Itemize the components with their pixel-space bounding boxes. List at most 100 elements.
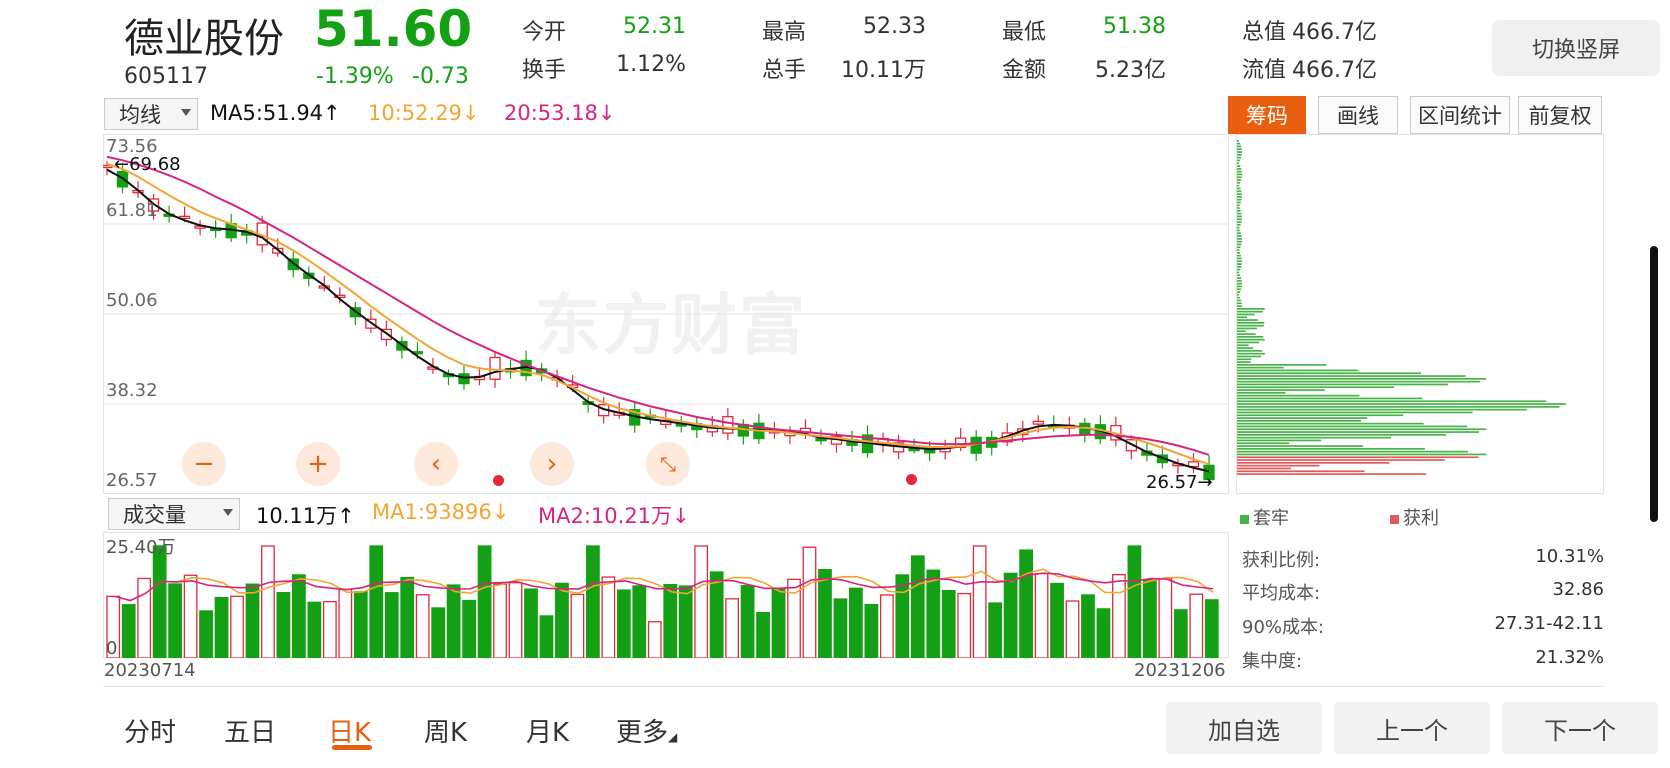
chevron-down-icon (181, 109, 191, 116)
active-tab-indicator (332, 745, 372, 750)
tab-chips[interactable]: 筹码 (1228, 96, 1306, 134)
chip-bar-profit (1237, 464, 1320, 467)
tab-weekly-k[interactable]: 周K (424, 718, 468, 748)
chip-bar-trapped (1237, 196, 1242, 198)
zoom-in-button[interactable]: + (296, 442, 340, 486)
chip-bar-trapped (1237, 369, 1358, 372)
chip-bar-trapped (1237, 453, 1487, 456)
tab-intraday[interactable]: 分时 (124, 718, 177, 748)
volume-select-label: 成交量 (123, 503, 186, 527)
volume-bar (756, 612, 770, 658)
stock-name: 德业股份 (124, 16, 284, 62)
chip-bar-trapped (1237, 142, 1241, 145)
chip-bar-trapped (1237, 361, 1251, 363)
volume-bar (1050, 582, 1064, 658)
chip-bar-trapped (1237, 159, 1241, 162)
volume-bar (787, 578, 801, 658)
volume-bar (1096, 608, 1111, 658)
pan-right-button[interactable]: › (530, 442, 574, 486)
volume-bar (1034, 572, 1049, 658)
stat-amount-value: 5.23亿 (1095, 58, 1166, 83)
indicator-select-label: 均线 (119, 103, 161, 127)
tab-forward-adjust[interactable]: 前复权 (1518, 96, 1602, 134)
previous-button[interactable]: 上一个 (1334, 702, 1490, 754)
chip-stat-label: 获利比例: (1242, 550, 1321, 571)
tab-range-stats[interactable]: 区间统计 (1410, 96, 1510, 134)
volume-chart (106, 545, 1219, 658)
ma2-value: MA2:10.21万 (538, 504, 673, 528)
scrollbar[interactable] (1650, 246, 1658, 522)
chip-distribution (1237, 140, 1567, 475)
ma1-readout: MA1:93896↓ (372, 500, 509, 524)
event-dot[interactable] (493, 475, 504, 486)
triangle-icon: ◢ (668, 730, 678, 744)
tab-more[interactable]: 更多◢ (616, 712, 677, 749)
change-amount: -0.73 (412, 64, 469, 89)
chip-bar-trapped (1237, 243, 1242, 246)
volume-bar (245, 583, 260, 658)
stat-total-cap-value: 466.7亿 (1292, 20, 1377, 45)
chip-stat-label: 平均成本: (1242, 583, 1321, 604)
chip-bar-trapped (1237, 436, 1392, 439)
volume-bar (1003, 572, 1018, 658)
chip-bar-trapped (1237, 366, 1284, 369)
volume-bar (307, 601, 322, 658)
legend-trapped: 套牢 (1240, 504, 1289, 530)
zoom-out-button[interactable]: − (182, 442, 226, 486)
add-watchlist-button[interactable]: 加自选 (1166, 702, 1322, 754)
stat-float-cap-value: 466.7亿 (1292, 58, 1377, 83)
volume-bar (369, 545, 384, 658)
high-marker-label: ←69.68 (114, 154, 181, 175)
y-label-1: 61.81 (106, 200, 158, 221)
chip-bar-trapped (1237, 190, 1242, 193)
stat-volume-label: 总手 (762, 58, 807, 83)
chip-bar-trapped (1237, 372, 1422, 375)
stat-turnover-value: 1.12% (616, 52, 686, 77)
volume-bar (462, 599, 476, 658)
ma1-value: MA1:93896 (372, 500, 492, 524)
volume-y-bottom: 0 (106, 638, 118, 659)
chip-bar-trapped (1237, 210, 1241, 212)
chip-bar-trapped (1237, 420, 1362, 422)
switch-portrait-button[interactable]: 切换竖屏 (1492, 20, 1660, 76)
tab-daily-k[interactable]: 日K (328, 718, 372, 748)
pan-left-button[interactable]: ‹ (414, 442, 458, 486)
volume-bar (183, 574, 198, 658)
chip-bar-trapped (1237, 285, 1242, 288)
volume-bar (431, 607, 446, 658)
tab-draw-line[interactable]: 画线 (1318, 96, 1398, 134)
watermark: 东方财富 (535, 287, 807, 364)
chip-bar-trapped (1237, 431, 1479, 433)
chip-bar-trapped (1237, 442, 1290, 445)
chip-bar-trapped (1237, 151, 1242, 153)
chip-bar-trapped (1237, 344, 1249, 347)
chip-bar-trapped (1237, 266, 1242, 268)
volume-readout: 10.11万↑ (256, 500, 355, 530)
chip-bar-trapped (1237, 322, 1265, 324)
event-dot[interactable] (906, 474, 917, 485)
chip-bar-trapped (1237, 422, 1424, 425)
low-marker-label: 26.57→ (1146, 472, 1213, 493)
ma10-value: 10:52.29 (368, 101, 462, 125)
tab-five-day[interactable]: 五日 (224, 718, 277, 748)
collapse-icon[interactable]: ⤡ (646, 442, 690, 486)
chip-bar-trapped (1237, 212, 1242, 215)
chip-bar-trapped (1237, 313, 1255, 316)
next-button[interactable]: 下一个 (1502, 702, 1658, 754)
volume-select[interactable]: 成交量 (108, 498, 240, 530)
chip-bar-trapped (1237, 299, 1242, 302)
chip-bar-trapped (1237, 403, 1567, 405)
volume-bar (338, 588, 353, 658)
volume-bar (1142, 578, 1157, 658)
chip-bar-trapped (1237, 182, 1240, 184)
volume-bar (415, 594, 430, 658)
chip-bar-trapped (1237, 282, 1242, 285)
chip-distribution-area (1236, 134, 1604, 494)
chip-bar-trapped (1237, 338, 1265, 341)
y-label-2: 50.06 (106, 290, 158, 311)
tab-monthly-k[interactable]: 月K (526, 718, 570, 748)
volume-bar (864, 604, 879, 658)
volume-bar (802, 546, 817, 658)
indicator-select[interactable]: 均线 (104, 98, 198, 130)
chip-bar-trapped (1237, 249, 1240, 251)
